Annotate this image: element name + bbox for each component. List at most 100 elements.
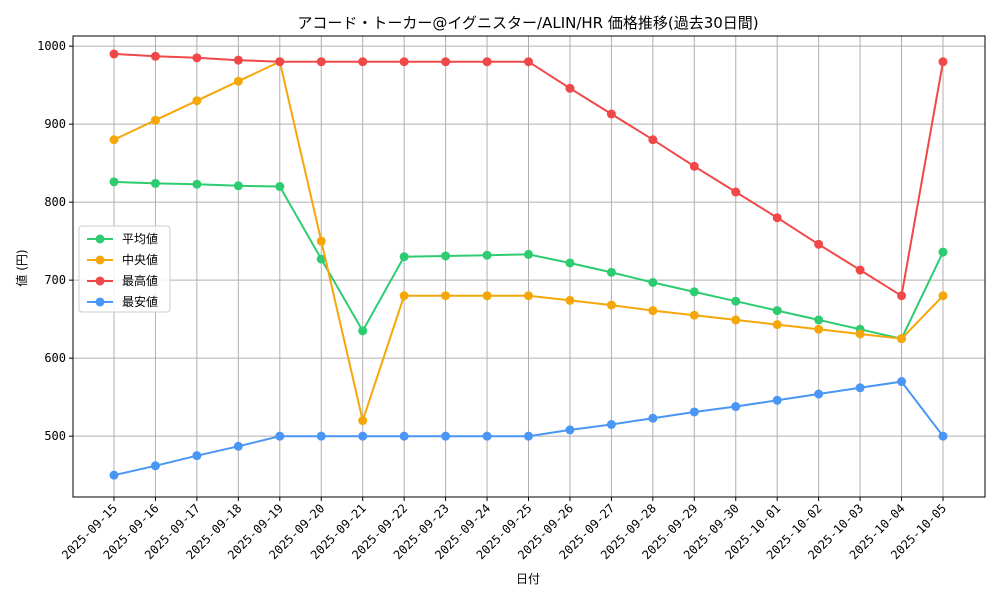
data-point [648, 413, 658, 423]
legend-item: 最安値 [87, 294, 158, 309]
legend-item: 最高値 [87, 273, 158, 288]
data-point [772, 320, 782, 330]
data-point [316, 431, 326, 441]
legend-label: 平均値 [122, 231, 158, 246]
data-point [524, 57, 533, 67]
data-point [938, 57, 948, 67]
data-point [648, 135, 658, 145]
data-point [897, 291, 907, 301]
data-point [731, 296, 741, 306]
data-point [399, 252, 409, 262]
data-point [482, 57, 492, 67]
legend-item: 平均値 [87, 231, 158, 246]
data-point [150, 115, 160, 125]
data-point [482, 431, 492, 441]
data-point [855, 383, 865, 393]
data-point [855, 329, 865, 339]
data-point [399, 431, 409, 441]
data-point [772, 213, 782, 223]
data-point [938, 247, 948, 257]
data-point [358, 326, 368, 336]
data-point [524, 431, 533, 441]
data-point [441, 251, 451, 261]
legend-label: 最安値 [122, 294, 158, 309]
series-平均値 [109, 177, 948, 344]
chart-title: アコード・トーカー@イグニスター/ALIN/HR 価格推移(過去30日間) [297, 14, 758, 32]
data-point [150, 51, 160, 61]
data-point [731, 402, 741, 412]
data-point [316, 57, 326, 67]
y-tick-label: 1000 [37, 39, 66, 53]
data-point [150, 178, 160, 188]
data-point [772, 395, 782, 405]
data-point [606, 419, 616, 429]
legend-marker [95, 255, 105, 265]
x-axis-ticks: 2025-09-152025-09-162025-09-172025-09-18… [59, 497, 949, 562]
data-point [275, 182, 285, 192]
legend-label: 最高値 [122, 273, 158, 288]
data-point [689, 287, 699, 297]
data-point [358, 431, 368, 441]
data-point [109, 135, 119, 145]
data-point [233, 181, 243, 191]
data-point [731, 315, 741, 325]
data-point [606, 109, 616, 119]
data-point [275, 57, 285, 67]
data-point [606, 267, 616, 277]
data-point [689, 310, 699, 320]
y-axis-ticks: 500 600 700 800 900 1000 [37, 39, 73, 443]
data-point [606, 300, 616, 310]
y-tick-label: 700 [44, 273, 66, 287]
legend-item: 中央値 [87, 252, 158, 267]
legend-label: 中央値 [122, 252, 158, 267]
data-point [150, 461, 160, 471]
legend-frame [78, 225, 171, 313]
series-最高値 [109, 49, 948, 301]
series-lines [109, 49, 948, 480]
data-point [524, 291, 533, 301]
data-point [897, 377, 907, 387]
data-point [565, 258, 575, 268]
data-point [565, 83, 575, 93]
data-point [233, 55, 243, 65]
y-tick-label: 500 [44, 429, 66, 443]
data-point [482, 291, 492, 301]
data-point [689, 161, 699, 171]
y-tick-label: 600 [44, 351, 66, 365]
data-point [192, 96, 202, 106]
y-tick-label: 800 [44, 195, 66, 209]
legend-marker [95, 234, 105, 244]
series-最安値 [109, 377, 948, 480]
data-point [441, 291, 451, 301]
data-point [358, 416, 368, 426]
data-point [192, 451, 202, 461]
data-point [233, 441, 243, 451]
grid [73, 36, 985, 497]
data-point [524, 249, 533, 259]
data-point [814, 315, 824, 325]
data-point [441, 431, 451, 441]
data-point [192, 179, 202, 189]
data-point [731, 187, 741, 197]
data-point [275, 431, 285, 441]
data-point [814, 389, 824, 399]
data-point [192, 53, 202, 63]
data-point [938, 291, 948, 301]
data-point [233, 76, 243, 86]
data-point [689, 407, 699, 417]
y-axis-label: 値 (円) [14, 249, 29, 286]
y-tick-label: 900 [44, 117, 66, 131]
data-point [855, 265, 865, 275]
data-point [109, 49, 119, 59]
data-point [938, 431, 948, 441]
data-point [441, 57, 451, 67]
data-point [399, 291, 409, 301]
data-point [109, 470, 119, 480]
data-point [358, 57, 368, 67]
data-point [399, 57, 409, 67]
data-point [316, 254, 326, 264]
data-point [772, 306, 782, 316]
data-point [648, 306, 658, 316]
